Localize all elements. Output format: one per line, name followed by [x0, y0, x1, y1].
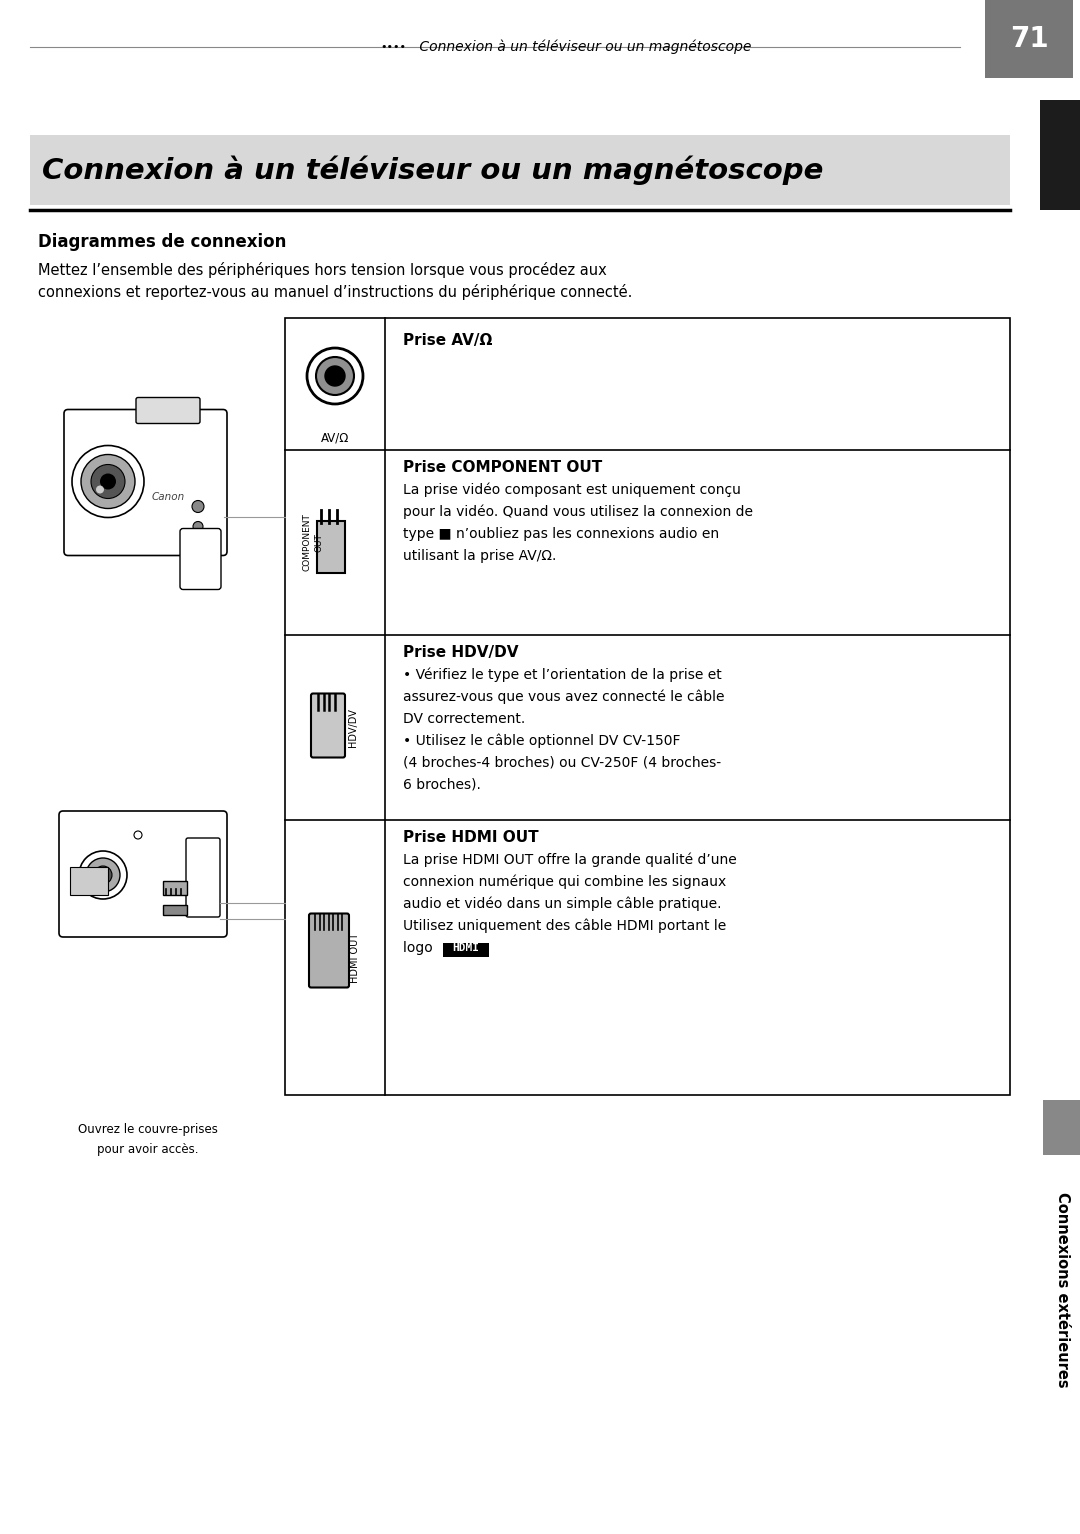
FancyBboxPatch shape	[443, 943, 489, 957]
Text: pour la vidéo. Quand vous utilisez la connexion de: pour la vidéo. Quand vous utilisez la co…	[403, 505, 753, 518]
Text: • Utilisez le câble optionnel DV CV-150F: • Utilisez le câble optionnel DV CV-150F	[403, 733, 680, 749]
FancyBboxPatch shape	[309, 914, 349, 988]
Text: 71: 71	[1010, 25, 1049, 54]
Bar	[285, 318, 1010, 1095]
Text: connexions et reportez-vous au manuel d’instructions du périphérique connecté.: connexions et reportez-vous au manuel d’…	[38, 284, 633, 301]
Text: audio et vidéo dans un simple câble pratique.: audio et vidéo dans un simple câble prat…	[403, 897, 721, 911]
Bar	[30, 135, 1010, 206]
Circle shape	[193, 522, 203, 531]
Bar	[163, 905, 187, 914]
FancyBboxPatch shape	[180, 529, 221, 589]
Circle shape	[86, 858, 120, 891]
Text: COMPONENT
OUT: COMPONENT OUT	[303, 514, 323, 572]
Bar	[163, 881, 187, 894]
Bar	[1043, 1100, 1080, 1155]
Text: utilisant la prise AV/Ω.: utilisant la prise AV/Ω.	[403, 549, 556, 563]
Text: Prise HDV/DV: Prise HDV/DV	[403, 646, 518, 661]
FancyBboxPatch shape	[311, 693, 345, 758]
Circle shape	[81, 454, 135, 508]
Bar	[70, 867, 108, 894]
Circle shape	[316, 357, 354, 394]
Text: Connexion à un téléviseur ou un magnétoscope: Connexion à un téléviseur ou un magnétos…	[415, 40, 752, 54]
Text: HDMI: HDMI	[453, 943, 480, 953]
Circle shape	[307, 348, 363, 403]
Bar	[1040, 100, 1080, 210]
Text: La prise vidéo composant est uniquement conçu: La prise vidéo composant est uniquement …	[403, 483, 741, 497]
Circle shape	[94, 867, 112, 884]
Circle shape	[134, 831, 141, 839]
Circle shape	[325, 367, 345, 387]
Text: HDMI OUT: HDMI OUT	[350, 933, 360, 983]
Circle shape	[192, 500, 204, 512]
FancyBboxPatch shape	[186, 838, 220, 917]
FancyBboxPatch shape	[59, 811, 227, 937]
Text: 6 broches).: 6 broches).	[403, 778, 481, 792]
Text: Connexion à un téléviseur ou un magnétoscope: Connexion à un téléviseur ou un magnétos…	[42, 155, 823, 184]
Text: pour avoir accès.: pour avoir accès.	[97, 1143, 199, 1157]
FancyBboxPatch shape	[136, 397, 200, 423]
FancyBboxPatch shape	[318, 520, 345, 572]
Text: connexion numérique qui combine les signaux: connexion numérique qui combine les sign…	[403, 874, 726, 890]
Text: Connexions extérieures: Connexions extérieures	[1055, 1192, 1070, 1388]
Text: • Vérifiez le type et l’orientation de la prise et: • Vérifiez le type et l’orientation de l…	[403, 667, 721, 683]
FancyBboxPatch shape	[64, 410, 227, 555]
Circle shape	[79, 851, 127, 899]
Text: assurez-vous que vous avez connecté le câble: assurez-vous que vous avez connecté le c…	[403, 690, 725, 704]
Circle shape	[72, 445, 144, 517]
Text: type ■ n’oubliez pas les connexions audio en: type ■ n’oubliez pas les connexions audi…	[403, 528, 719, 542]
Text: (4 broches-4 broches) ou CV-250F (4 broches-: (4 broches-4 broches) ou CV-250F (4 broc…	[403, 756, 721, 770]
Bar	[985, 0, 1074, 78]
Circle shape	[100, 474, 116, 489]
Text: Prise HDMI OUT: Prise HDMI OUT	[403, 830, 539, 845]
Text: Ouvrez le couvre-prises: Ouvrez le couvre-prises	[78, 1123, 218, 1137]
Text: ••••: ••••	[380, 41, 406, 52]
Text: Mettez l’ensemble des périphériques hors tension lorsque vous procédez aux: Mettez l’ensemble des périphériques hors…	[38, 262, 607, 278]
Text: AV/Ω: AV/Ω	[321, 431, 349, 445]
Text: Utilisez uniquement des câble HDMI portant le: Utilisez uniquement des câble HDMI porta…	[403, 919, 726, 933]
Text: Prise AV/Ω: Prise AV/Ω	[403, 333, 492, 348]
Text: La prise HDMI OUT offre la grande qualité d’une: La prise HDMI OUT offre la grande qualit…	[403, 853, 737, 867]
Circle shape	[96, 485, 104, 494]
Text: HDV/DV: HDV/DV	[348, 709, 357, 747]
Text: DV correctement.: DV correctement.	[403, 712, 525, 726]
Text: Prise COMPONENT OUT: Prise COMPONENT OUT	[403, 460, 603, 476]
Text: Canon: Canon	[151, 491, 185, 502]
Text: logo: logo	[403, 940, 437, 956]
Text: Diagrammes de connexion: Diagrammes de connexion	[38, 233, 286, 252]
Circle shape	[91, 465, 125, 499]
